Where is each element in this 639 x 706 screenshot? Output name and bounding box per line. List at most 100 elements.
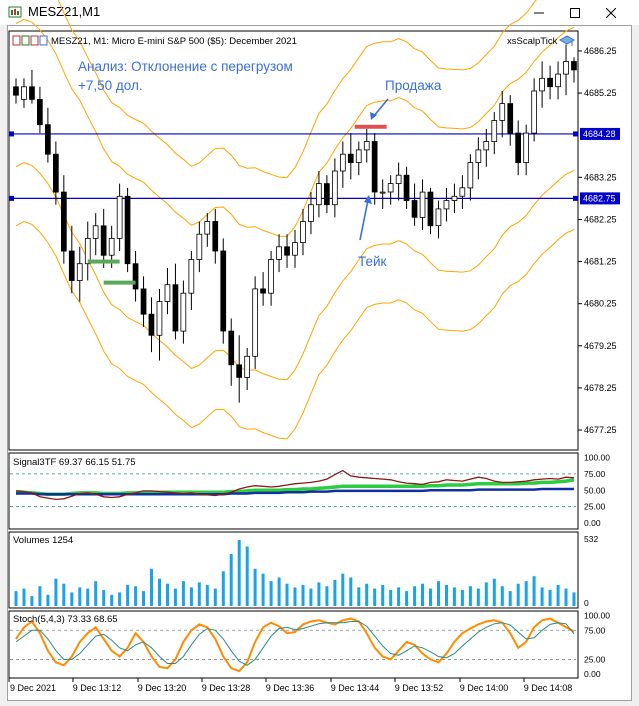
candle-body bbox=[164, 284, 171, 302]
envelope-upper bbox=[15, 18, 575, 238]
volume-bar bbox=[309, 588, 313, 606]
volume-bar bbox=[540, 587, 544, 606]
price-tick-label: 4678.25 bbox=[584, 383, 617, 393]
candle-body bbox=[339, 153, 346, 172]
candle-body bbox=[188, 259, 195, 294]
volume-bar bbox=[150, 568, 153, 606]
volume-bar bbox=[301, 584, 305, 606]
stoch-tick-label: 100.00 bbox=[584, 611, 610, 621]
volume-bar bbox=[325, 586, 329, 606]
time-tick-label: 9 Dec 13:52 bbox=[395, 683, 444, 693]
volume-bar bbox=[102, 589, 106, 606]
candle-body bbox=[387, 183, 394, 193]
candle-body bbox=[148, 313, 155, 336]
price-level-marker-left bbox=[9, 195, 14, 201]
price-tick-label: 4683.25 bbox=[584, 172, 617, 182]
volume-bar bbox=[181, 581, 185, 606]
volume-bar bbox=[142, 591, 145, 606]
volume-bar bbox=[421, 583, 424, 606]
signal-tick-label: 0.00 bbox=[584, 518, 601, 528]
take-arrowhead bbox=[364, 195, 372, 204]
candle-body bbox=[443, 200, 450, 210]
sell-marker bbox=[354, 124, 387, 129]
volume-bar bbox=[389, 589, 393, 606]
candle-body bbox=[483, 141, 490, 151]
candle-body bbox=[21, 86, 27, 100]
price-tick-label: 4677.25 bbox=[584, 425, 617, 435]
candle-body bbox=[435, 208, 442, 227]
candle-body bbox=[300, 221, 306, 244]
volume-bar bbox=[413, 586, 417, 606]
candle-body bbox=[571, 61, 577, 71]
volume-bar bbox=[500, 586, 504, 606]
candle-body bbox=[68, 250, 75, 281]
sell-arrow bbox=[372, 98, 389, 118]
candle-body bbox=[244, 355, 250, 378]
window-title: MESZ21,M1 bbox=[28, 4, 101, 19]
candle-body bbox=[539, 77, 545, 92]
stoch-series-line bbox=[15, 617, 575, 673]
candle-body bbox=[315, 183, 322, 206]
candle-body bbox=[363, 141, 370, 151]
price-level-tag bbox=[580, 192, 620, 205]
signal-tick-label: 75.00 bbox=[584, 469, 606, 479]
price-tick-label: 4686.25 bbox=[584, 46, 617, 56]
candle-body bbox=[475, 149, 482, 163]
volume-bar bbox=[508, 591, 512, 606]
stoch-header: Stoch(5,4,3) 73.33 68.65 bbox=[13, 614, 118, 625]
candle-body bbox=[236, 364, 242, 378]
stoch-chart-layer bbox=[10, 617, 576, 673]
hat-icon bbox=[558, 35, 576, 46]
volume-bar bbox=[237, 540, 241, 606]
volume-bar bbox=[46, 594, 50, 606]
candle-body bbox=[507, 103, 514, 134]
volume-bar bbox=[118, 592, 122, 606]
candle-body bbox=[76, 263, 83, 281]
candle-body bbox=[172, 284, 179, 332]
signal-series-line bbox=[15, 469, 575, 501]
minimize-button[interactable] bbox=[522, 0, 556, 25]
maximize-icon bbox=[570, 7, 580, 18]
maximize-button[interactable] bbox=[558, 0, 592, 25]
signal-series-line bbox=[16, 487, 574, 496]
candle-body bbox=[116, 195, 123, 239]
candle-body bbox=[347, 153, 354, 163]
candle-body bbox=[331, 170, 338, 206]
price-level-marker-right bbox=[573, 131, 578, 137]
volume-bar bbox=[437, 581, 440, 606]
candle-body bbox=[427, 191, 434, 227]
candle-body bbox=[37, 99, 43, 126]
volume-bar bbox=[126, 584, 130, 606]
candle-body bbox=[100, 225, 107, 256]
volume-bar bbox=[277, 577, 281, 606]
candle-body bbox=[308, 204, 314, 222]
price-tick-label: 4681.25 bbox=[584, 257, 617, 267]
candle-body bbox=[204, 221, 211, 235]
candle-body bbox=[228, 330, 235, 366]
candle-body bbox=[61, 191, 67, 252]
volume-bar bbox=[556, 584, 560, 606]
volume-bar bbox=[572, 592, 576, 606]
volume-bar bbox=[484, 582, 488, 606]
time-tick-label: 9 Dec 14:00 bbox=[460, 683, 509, 693]
candle-body bbox=[451, 195, 458, 201]
volume-bar bbox=[429, 588, 432, 606]
volume-bar bbox=[166, 583, 169, 606]
volume-bar bbox=[381, 584, 385, 606]
take-arrow bbox=[359, 199, 369, 241]
volume-bar bbox=[70, 592, 74, 606]
volume-bar bbox=[213, 588, 217, 606]
volume-bar bbox=[189, 587, 193, 606]
volume-bar bbox=[38, 586, 42, 606]
chart-window-icon bbox=[8, 6, 22, 18]
candle-body bbox=[555, 73, 561, 88]
signal-chart-layer bbox=[10, 469, 576, 508]
candle-body bbox=[371, 141, 378, 193]
close-button[interactable] bbox=[594, 0, 628, 25]
volume-bar bbox=[22, 588, 26, 606]
candle-body bbox=[132, 263, 139, 290]
signal-tick-label: 25.00 bbox=[584, 502, 606, 512]
price-level-tag bbox=[580, 127, 620, 140]
candle-body bbox=[403, 174, 410, 201]
